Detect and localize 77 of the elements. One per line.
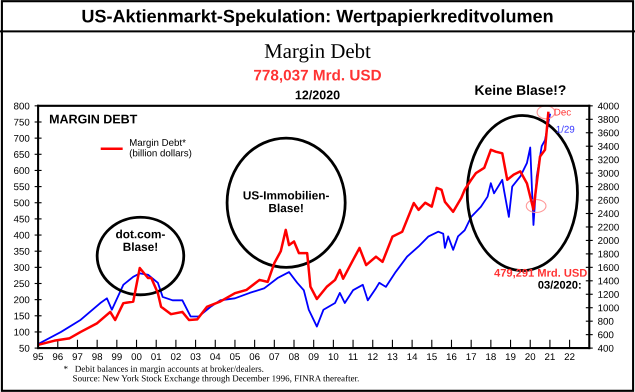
x-tick-label: 12 [368,353,378,360]
x-tick-label: 00 [132,353,142,360]
y-tick-label: 500 [14,199,30,206]
y2-tick-label: 3000 [598,170,619,177]
x-tick-label: 96 [52,353,63,360]
y-tick-label: 650 [14,151,30,158]
chart-subtitle: Margin Debt [264,43,371,62]
x-tick-label: 97 [72,353,82,360]
x-tick-label: 13 [388,353,398,360]
chart-title: US-Aktienmarkt-Spekulation: Wertpapierkreditvolumen [82,9,553,26]
y2-tick-label: 3200 [598,156,619,164]
annotation: MARGIN DEBT [50,114,138,124]
y2-tick-label: 1200 [598,290,619,298]
x-tick-label: 17 [466,353,476,360]
y2-tick-label: 4000 [598,102,619,110]
x-tick-label: 04 [210,353,220,360]
annotation: 479,291 Mrd. USD [494,268,587,278]
y2-tick-label: 3600 [598,129,619,136]
y2-tick-label: 1000 [598,304,619,312]
x-tick-label: 19 [506,353,516,360]
x-tick-label: 20 [525,353,536,360]
y2-tick-label: 2600 [598,196,619,204]
x-tick-label: 95 [33,353,44,360]
x-tick-label: 03 [190,353,201,360]
y2-tick-label: 2000 [598,237,619,244]
annotation: 1/29 [556,126,574,133]
y2-tick-label: 1800 [598,250,619,258]
x-tick-label: 98 [92,353,102,360]
y2-tick-label: 800 [598,318,614,325]
y2-tick-label: 3800 [598,116,619,123]
annotation: 03/2020: [538,280,581,289]
x-tick-label: 01 [151,353,162,360]
annotation: dot.com- Blase! [116,230,165,252]
x-tick-label: 15 [427,353,437,360]
x-tick-label: 02 [170,353,181,360]
y-tick-label: 100 [14,328,30,336]
y-tick-label: 700 [14,134,30,142]
y2-tick-label: 1400 [598,278,619,284]
y-tick-label: 550 [14,183,30,190]
x-tick-label: 08 [288,353,299,360]
y2-tick-label: 3400 [598,142,619,150]
annotation: US-Immobilien- Blase! [244,190,329,212]
y-tick-label: 150 [14,312,30,320]
y-tick-label: 750 [14,118,30,126]
y2-tick-label: 2800 [598,183,619,190]
text: 778,037 Mrd. USD [254,69,381,83]
y2-tick-label: 600 [598,331,614,338]
x-tick-label: 09 [308,353,319,360]
y-tick-label: 200 [14,296,30,304]
y-tick-label: 600 [14,167,30,174]
annotation: Dec [554,108,571,116]
x-tick-label: 06 [250,353,260,360]
y-tick-label: 450 [14,216,30,223]
y-tick-label: 350 [14,248,30,255]
x-tick-label: 99 [112,353,122,360]
y2-tick-label: 400 [598,344,614,352]
x-tick-label: 16 [446,353,456,360]
text: Keine Blase!? [475,84,566,96]
x-tick-label: 18 [486,353,496,360]
y-tick-label: 50 [19,344,30,352]
text: 12/2020 [296,90,340,100]
x-tick-label: 10 [328,353,338,360]
text: * Debit balances in margin accounts at broker/dealers. Source: New York Stock Exchange through December 1996, FINRA thereafter. [64,365,359,384]
x-tick-label: 07 [269,353,280,360]
x-tick-label: 11 [348,353,358,360]
y-tick-label: 250 [14,280,30,288]
y2-tick-label: 1600 [598,264,619,271]
y2-tick-label: 2400 [598,210,619,218]
x-tick-label: 21 [544,353,555,360]
x-tick-label: 05 [230,353,240,360]
y2-tick-label: 2200 [598,224,619,231]
y-tick-label: 400 [14,232,30,239]
legend-label: Margin Debt* (billion dollars) [130,138,192,158]
x-tick-label: 22 [564,353,575,360]
x-tick-label: 14 [407,353,418,360]
y-tick-label: 300 [14,264,30,271]
y-tick-label: 800 [14,102,30,110]
